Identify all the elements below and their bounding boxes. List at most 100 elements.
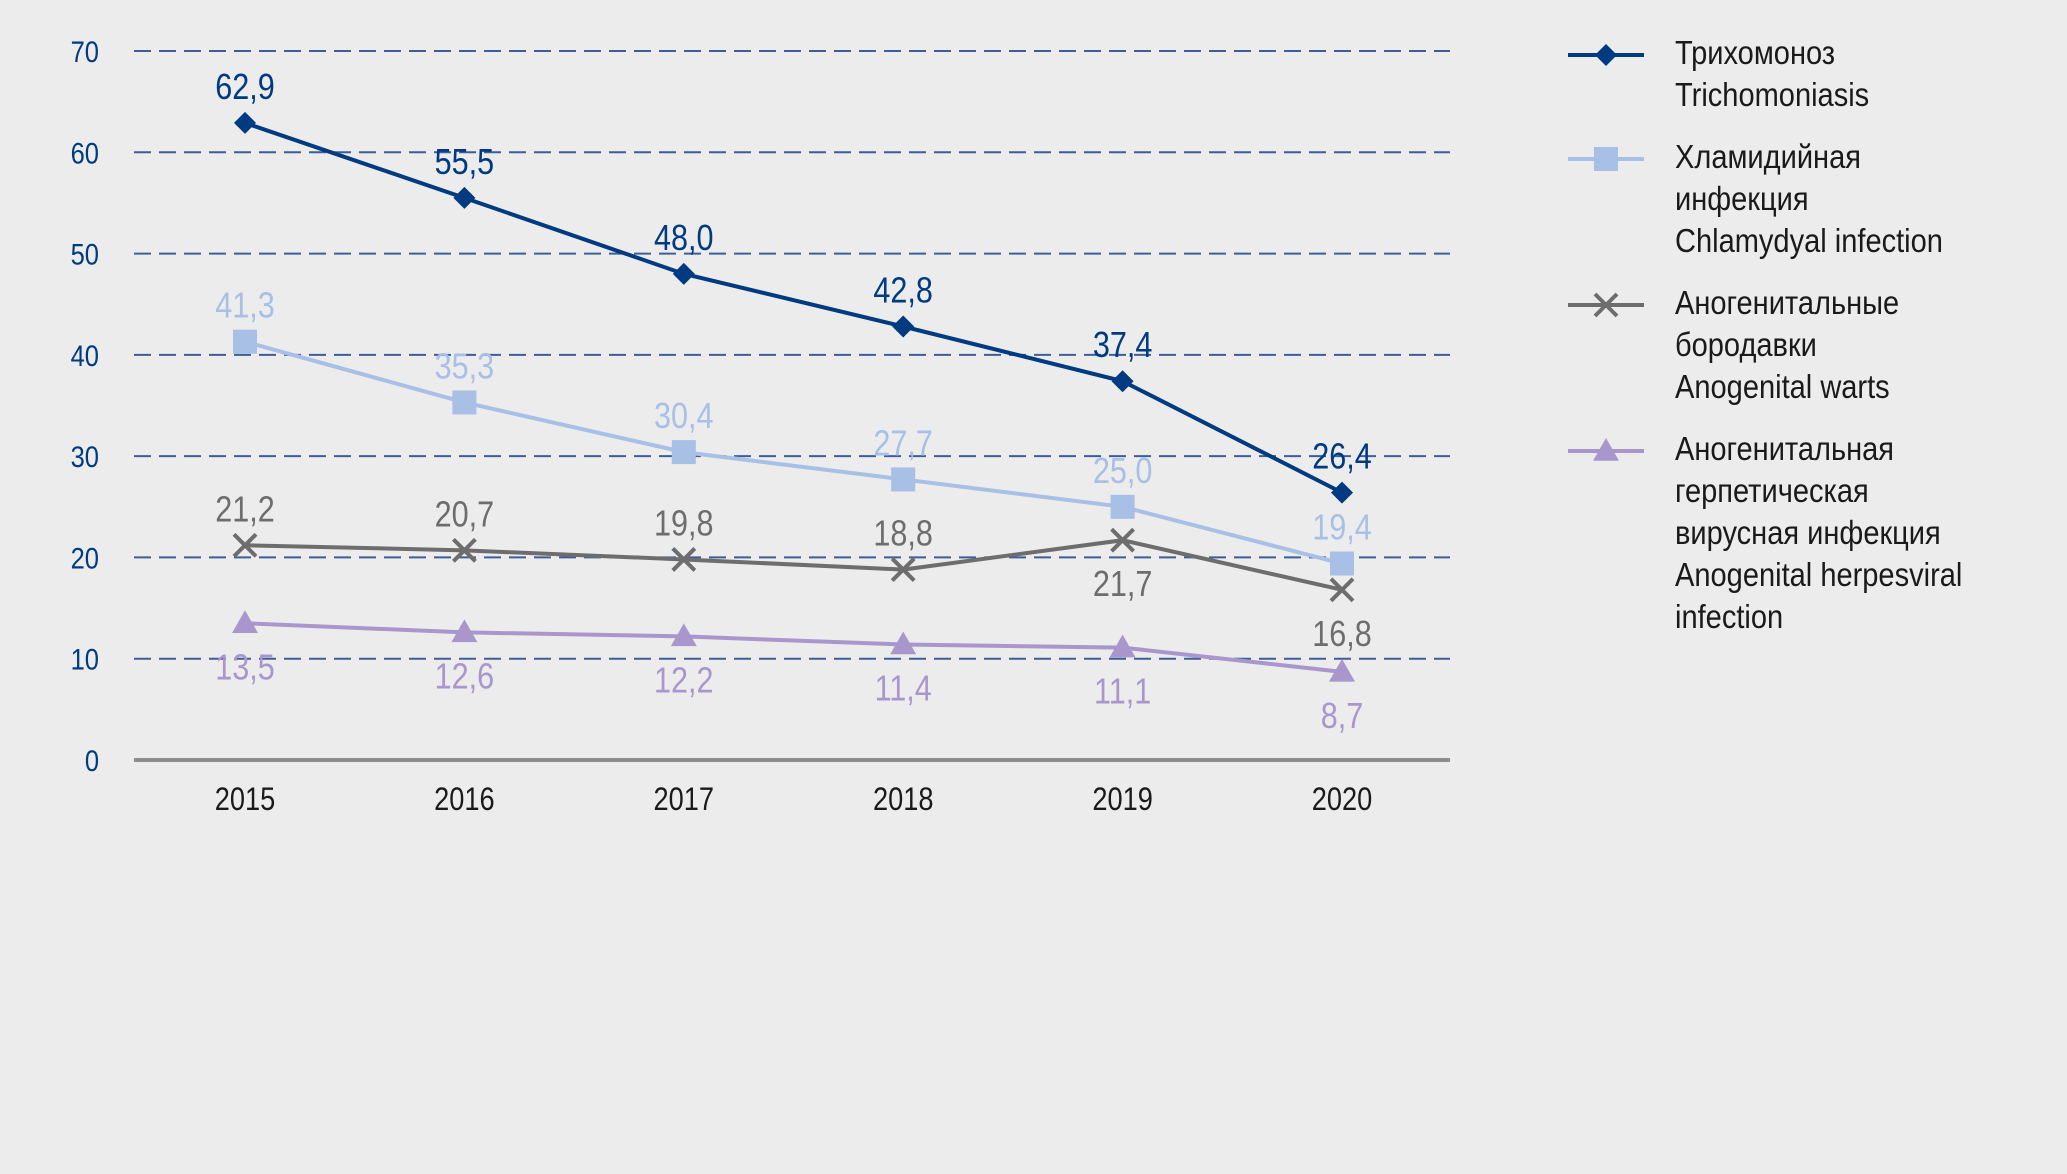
legend-label: инфекция	[1675, 180, 1809, 217]
triangle-marker	[890, 631, 917, 655]
triangle-marker	[232, 610, 258, 634]
legend-swatch-square-icon	[1568, 147, 1644, 171]
y-tick-label: 60	[71, 136, 99, 169]
data-label: 37,4	[1093, 326, 1153, 366]
x-marker	[1329, 577, 1355, 603]
legend-label: infection	[1675, 598, 1784, 635]
legend-label: Trichomoniasis	[1675, 76, 1870, 113]
series-2	[232, 527, 1355, 603]
data-label: 27,7	[873, 424, 933, 464]
x-marker	[232, 532, 258, 558]
series-line	[244, 339, 1343, 566]
square-marker	[671, 440, 696, 465]
x-marker	[890, 557, 916, 582]
legend-item: Трихомоноз Trichomoniasis	[1560, 32, 2060, 116]
square-marker	[233, 329, 257, 354]
diamond-marker	[1595, 44, 1617, 66]
data-label: 21,7	[1093, 565, 1153, 605]
data-labels: 62,9 55,5 48,0 42,8 37,4 26,4 41,3 35,3 30,4 27,7…	[215, 68, 1372, 737]
legend-item: Хламидийная инфекция Chlamydyal infection	[1560, 136, 2060, 262]
square-marker	[1110, 494, 1135, 519]
diamond-marker	[892, 315, 915, 338]
data-label: 12,2	[654, 661, 714, 701]
series-1	[233, 329, 1354, 576]
legend: Трихомоноз Trichomoniasis Хламидийная инфек…	[1560, 32, 2060, 658]
legend-swatch-triangle-icon	[1568, 438, 1644, 461]
legend-item: Аногенитальная герпетическая вирусная инфе…	[1560, 428, 2060, 638]
legend-label: герпетическая	[1675, 472, 1869, 509]
data-label: 48,0	[654, 219, 714, 259]
square-marker	[452, 390, 477, 415]
triangle-marker	[451, 619, 478, 643]
y-tick-label: 20	[71, 541, 99, 574]
legend-swatch-x-icon	[1568, 292, 1644, 318]
data-label: 25,0	[1093, 452, 1153, 492]
legend-label: Chlamydyal infection	[1675, 222, 1943, 259]
y-tick-label: 50	[71, 238, 99, 271]
x-tick-label: 2019	[1092, 782, 1152, 818]
x-axis-ticks: 2015 2016 2017 2018 2019 2020	[215, 782, 1372, 818]
x-tick-label: 2017	[654, 782, 714, 818]
x-marker-stroke	[451, 537, 477, 563]
y-tick-label: 10	[71, 643, 99, 676]
legend-label: вирусная инфекция	[1675, 514, 1941, 551]
square-marker	[891, 467, 916, 492]
diamond-marker	[1331, 481, 1353, 504]
gridlines	[134, 50, 1450, 660]
data-label: 13,5	[215, 648, 275, 688]
data-label: 11,4	[875, 669, 932, 709]
data-label: 41,3	[215, 286, 275, 326]
legend-item: Аногенитальные бородавки Anogenital warts	[1560, 282, 2060, 408]
square-marker	[1594, 147, 1618, 171]
triangle-marker	[1593, 438, 1619, 461]
data-label: 16,8	[1312, 615, 1372, 655]
x-marker-stroke	[232, 532, 258, 558]
x-tick-label: 2016	[434, 782, 494, 818]
series-0	[234, 111, 1353, 504]
legend-label: Трихомоноз	[1675, 34, 1836, 71]
data-label: 30,4	[654, 397, 714, 437]
x-tick-label: 2015	[215, 782, 275, 818]
square-marker	[1330, 551, 1354, 576]
x-tick-label: 2020	[1312, 782, 1372, 818]
x-marker-stroke	[1110, 527, 1136, 553]
series-line	[244, 621, 1343, 674]
data-label: 26,4	[1312, 437, 1372, 477]
legend-label: бородавки	[1675, 326, 1817, 363]
y-tick-label: 0	[85, 744, 99, 777]
triangle-marker	[1109, 634, 1136, 658]
legend-label: Аногенитальные	[1675, 284, 1900, 321]
triangle-marker	[670, 623, 697, 647]
legend-swatch-diamond-icon	[1568, 44, 1644, 66]
diamond-marker	[1111, 370, 1134, 393]
legend-label: Anogenital herpesviral	[1675, 556, 1963, 593]
data-label: 11,1	[1094, 672, 1151, 712]
diamond-marker	[453, 186, 476, 209]
legend-label: Anogenital warts	[1675, 368, 1890, 405]
y-axis-ticks: 0 10 20 30 40 50 60 70	[71, 35, 99, 777]
data-label: 55,5	[435, 143, 495, 183]
x-marker-stroke	[671, 547, 697, 572]
data-label: 35,3	[435, 347, 495, 387]
x-marker	[451, 537, 477, 563]
data-label: 8,7	[1321, 697, 1364, 737]
y-tick-label: 30	[71, 440, 99, 473]
data-label: 42,8	[873, 271, 933, 311]
x-marker-stroke	[1593, 292, 1619, 318]
x-marker	[1110, 527, 1136, 553]
y-tick-label: 70	[71, 35, 99, 68]
data-label: 19,8	[654, 504, 714, 544]
diamond-marker	[672, 262, 695, 285]
data-label: 21,2	[215, 490, 275, 530]
legend-label: Аногенитальная	[1675, 430, 1895, 467]
triangle-marker	[1329, 658, 1355, 682]
x-marker-stroke	[890, 557, 916, 582]
data-label: 19,4	[1312, 508, 1372, 548]
x-marker	[671, 547, 697, 572]
data-label: 20,7	[435, 495, 495, 535]
series-3	[232, 610, 1355, 682]
legend-label: Хламидийная	[1675, 138, 1861, 175]
y-tick-label: 40	[71, 339, 99, 372]
x-tick-label: 2018	[873, 782, 933, 818]
